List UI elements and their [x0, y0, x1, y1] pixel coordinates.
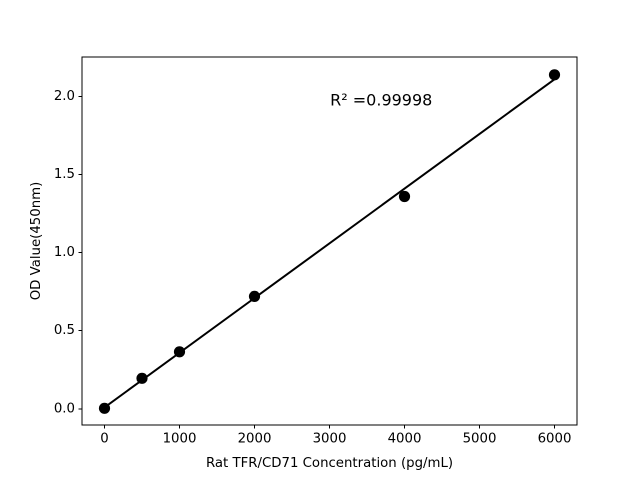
y-tick-label: 0.5 — [54, 323, 75, 338]
x-tick-label: 2000 — [238, 432, 272, 447]
y-tick-label: 2.0 — [54, 89, 75, 104]
data-point — [398, 190, 411, 203]
y-tick-label: 1.0 — [54, 245, 75, 260]
y-tick-label: 0.0 — [54, 401, 75, 416]
x-tick-label: 1000 — [163, 432, 197, 447]
data-point — [173, 346, 186, 358]
x-tick-label: 0 — [100, 432, 108, 447]
data-point — [136, 372, 148, 384]
data-point — [98, 402, 111, 414]
r-squared-annotation: R² =0.99998 — [330, 90, 432, 109]
data-point — [548, 69, 561, 81]
y-axis-label: OD Value(450nm) — [29, 182, 44, 301]
x-tick-label: 6000 — [538, 432, 572, 447]
x-tick-label: 4000 — [388, 432, 422, 447]
x-tick-label: 3000 — [313, 432, 347, 447]
y-tick-label: 1.5 — [54, 167, 75, 182]
x-axis-label: Rat TFR/CD71 Concentration (pg/mL) — [206, 456, 453, 471]
x-tick-label: 5000 — [463, 432, 497, 447]
data-point — [248, 290, 261, 303]
